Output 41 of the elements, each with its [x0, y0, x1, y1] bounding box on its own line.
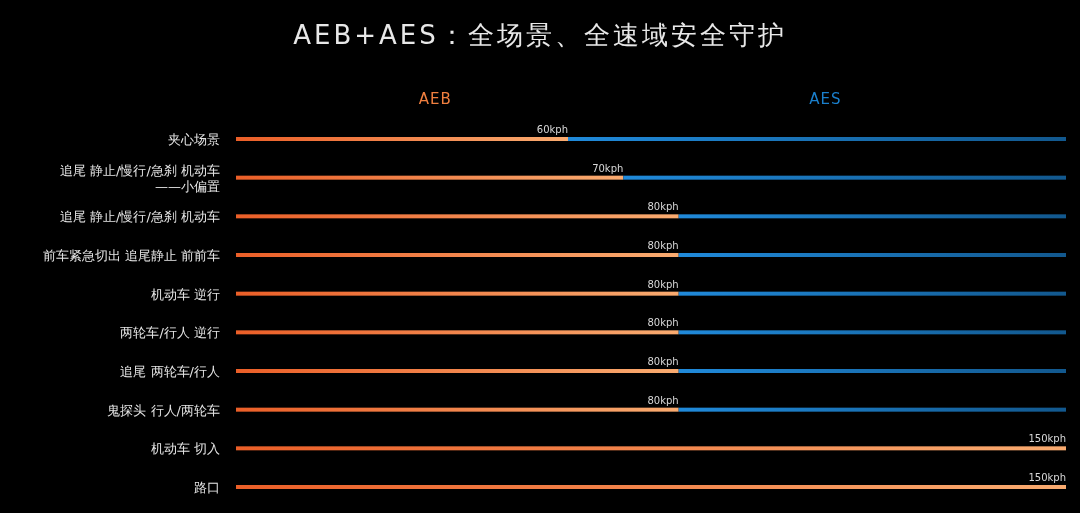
y-tick-label: 路口	[194, 479, 220, 495]
data-label: 80kph	[647, 317, 679, 329]
bar	[678, 253, 1066, 257]
y-tick-label: 追尾 静止/慢行/急刹 机动车 ——小偏置	[59, 162, 220, 194]
bar	[236, 214, 679, 219]
bar	[236, 485, 1066, 489]
bar	[678, 291, 1066, 296]
bar	[623, 175, 1066, 180]
y-tick-label: 追尾 静止/慢行/急刹 机动车	[59, 208, 220, 224]
y-tick-label: 机动车 逆行	[150, 286, 220, 302]
y-tick-label: 鬼探头 行人/两轮车	[107, 402, 220, 418]
bar	[236, 175, 624, 180]
series-label: AEB	[418, 90, 452, 108]
bar	[678, 369, 1066, 373]
bar	[678, 330, 1066, 335]
chart-title: AEB+AES：全场景、全速域安全守护	[293, 20, 787, 50]
y-tick-label: 两轮车/行人 逆行	[120, 324, 220, 340]
data-label: 80kph	[647, 356, 679, 367]
y-tick-label: 机动车 切入	[150, 440, 220, 456]
series-label: AES	[809, 90, 842, 108]
data-label: 80kph	[647, 394, 679, 406]
data-label: 80kph	[647, 278, 679, 290]
bar	[678, 407, 1066, 412]
data-label: 70kph	[592, 162, 624, 174]
data-label: 80kph	[647, 201, 679, 213]
data-label: 80kph	[647, 240, 679, 251]
bar	[236, 330, 679, 335]
bar	[236, 407, 679, 412]
bar	[236, 253, 679, 257]
bar	[236, 137, 568, 141]
bar	[236, 369, 679, 373]
y-tick-label: 夹心场景	[168, 131, 220, 147]
data-label: 150kph	[1028, 472, 1066, 483]
bar	[236, 291, 679, 296]
y-tick-label: 追尾 两轮车/行人	[120, 363, 220, 379]
bar	[236, 446, 1066, 451]
data-label: 60kph	[536, 124, 568, 135]
y-tick-label: 前车紧急切出 追尾静止 前前车	[42, 247, 220, 263]
bar	[568, 137, 1066, 141]
data-label: 150kph	[1028, 433, 1066, 445]
bar	[678, 214, 1066, 219]
